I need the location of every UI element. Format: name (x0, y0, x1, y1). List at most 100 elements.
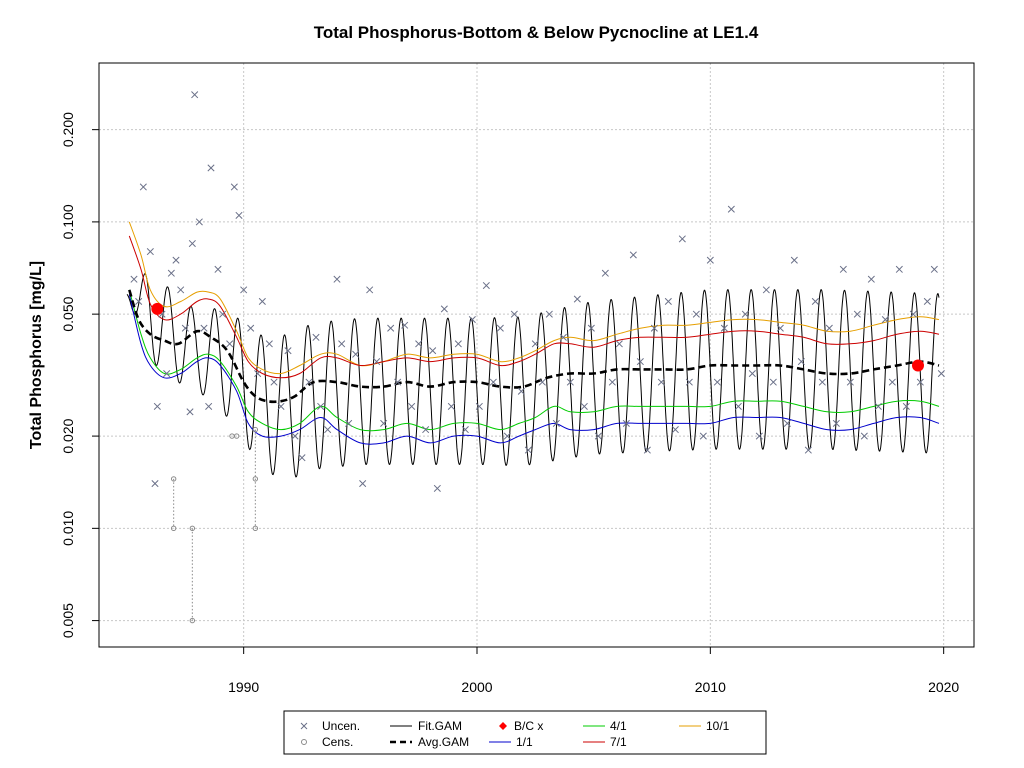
uncensored-point (359, 480, 367, 488)
circle-marker-icon (301, 739, 307, 745)
uncensored-point (524, 446, 532, 454)
uncensored-point (685, 378, 693, 386)
uncensored-point (846, 378, 854, 386)
uncensored-point (177, 286, 185, 294)
uncensored-point (699, 432, 707, 440)
cross-marker-shape (300, 722, 308, 730)
uncensored-point (461, 426, 469, 434)
censored-point (252, 426, 259, 433)
uncensored-point (503, 432, 511, 440)
uncensored-point (867, 275, 875, 283)
uncensored-point (888, 378, 896, 386)
series-layer (126, 221, 940, 478)
uncensored-point (608, 378, 616, 386)
uncensored-point (387, 324, 395, 332)
uncensored-point (352, 350, 360, 358)
uncensored-point (818, 378, 826, 386)
censored-point (252, 525, 259, 532)
uncensored-point (531, 340, 539, 348)
uncensored-point (408, 402, 416, 410)
legend-item-4-1: 4/1 (583, 719, 627, 733)
y-tick-label: 0.020 (60, 418, 76, 453)
points-layer (130, 91, 945, 624)
uncensored-point (475, 402, 483, 410)
uncensored-point (146, 248, 154, 256)
uncensored-point (762, 286, 770, 294)
uncensored-point (186, 408, 194, 416)
legend-label: 1/1 (516, 735, 533, 749)
y-tick-label: 0.050 (60, 296, 76, 331)
uncensored-point (433, 484, 441, 492)
uncensored-point (429, 347, 437, 355)
uncensored-point (135, 297, 143, 306)
legend-label: 7/1 (610, 735, 627, 749)
uncensored-point (559, 333, 567, 341)
uncensored-point (601, 269, 609, 277)
uncensored-point (454, 340, 462, 348)
uncensored-point (338, 340, 346, 348)
uncensored-point (440, 305, 448, 313)
uncensored-point (909, 310, 917, 318)
uncensored-point (811, 297, 819, 306)
uncensored-point (235, 211, 243, 219)
uncensored-point (916, 378, 924, 386)
x-tick-label: 2000 (461, 679, 492, 695)
uncensored-point (720, 324, 728, 332)
uncensored-point (422, 426, 430, 434)
uncensored-point (191, 91, 199, 99)
uncensored-point (130, 275, 138, 283)
uncensored-point (258, 297, 266, 306)
uncensored-point (706, 256, 714, 264)
uncensored-point (881, 316, 889, 324)
uncensored-point (755, 432, 763, 440)
uncensored-point (373, 358, 381, 366)
uncensored-point (769, 378, 777, 386)
uncensored-point (552, 419, 560, 427)
y-tick-label: 0.005 (60, 603, 76, 638)
uncensored-point (317, 402, 325, 410)
chart-title: Total Phosphorus-Bottom & Below Pycnocli… (314, 23, 759, 42)
y-axis-label: Total Phosphorus [mg/L] (28, 261, 45, 449)
uncensored-point (401, 321, 409, 329)
uncensored-point (545, 310, 553, 318)
uncensored-point (312, 333, 320, 341)
uncensored-point (650, 324, 658, 332)
uncensored-point (692, 310, 700, 318)
uncensored-point (573, 295, 581, 303)
uncensored-point (671, 426, 679, 434)
legend-label: Avg.GAM (418, 735, 469, 749)
uncensored-point (200, 324, 208, 332)
uncensored-point (489, 378, 497, 386)
uncensored-point (153, 402, 161, 410)
uncensored-point (825, 324, 833, 332)
uncensored-point (254, 369, 262, 378)
uncensored-point (657, 378, 665, 386)
uncensored-point (741, 310, 749, 318)
uncensored-point (188, 239, 196, 248)
uncensored-point (345, 419, 353, 427)
uncensored-point (895, 265, 903, 273)
legend-label: 4/1 (610, 719, 627, 733)
uncensored-point (643, 446, 651, 454)
uncensored-point (874, 402, 882, 410)
uncensored-point (727, 205, 735, 213)
uncensored-point (734, 402, 742, 410)
bc-point (912, 359, 924, 372)
uncensored-point (510, 310, 518, 318)
uncensored-point (240, 286, 248, 294)
uncensored-point (415, 340, 423, 348)
uncensored-point (678, 235, 686, 243)
grid-lines (99, 63, 974, 647)
legend-label: 10/1 (706, 719, 730, 733)
uncensored-point (587, 324, 595, 332)
uncensored-point (394, 378, 402, 386)
uncensored-point (538, 378, 546, 386)
uncensored-point (496, 324, 504, 332)
uncensored-point (333, 275, 341, 283)
legend-item-10-1: 10/1 (679, 719, 730, 733)
uncensored-point (797, 358, 805, 366)
ratio-1-1-line (128, 294, 940, 445)
ratio-4-1-line (128, 289, 940, 432)
uncensored-point (270, 378, 278, 386)
